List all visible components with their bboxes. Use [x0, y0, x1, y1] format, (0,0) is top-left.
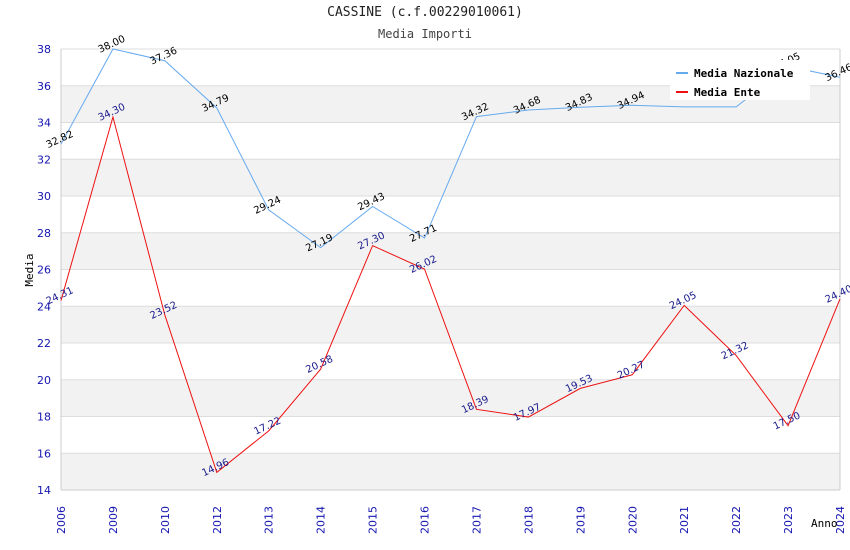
y-tick-label: 22: [37, 337, 51, 350]
series-line-media-nazionale: [60, 48, 841, 249]
x-tick-label: 2015: [367, 506, 380, 534]
x-tick-label: 2017: [470, 506, 483, 534]
grid-band: [61, 416, 840, 454]
legend-entry: Media Nazionale: [694, 67, 794, 80]
grid-band: [61, 232, 840, 270]
x-tick-label: 2014: [315, 506, 328, 534]
grid-band: [61, 269, 840, 307]
y-tick-label: 14: [37, 484, 51, 497]
x-tick-label: 2021: [678, 506, 691, 534]
y-tick-label: 26: [37, 264, 51, 277]
x-tick-label: 2013: [263, 506, 276, 534]
y-tick-label: 20: [37, 374, 51, 387]
y-tick-label: 16: [37, 447, 51, 460]
chart-subtitle: Media Importi: [378, 27, 472, 41]
x-tick-label: 2019: [574, 506, 587, 534]
x-tick-label: 2023: [782, 506, 795, 534]
x-tick-label: 2024: [834, 506, 847, 534]
y-axis-label: Media: [23, 253, 36, 286]
grid-band: [61, 122, 840, 160]
grid-band: [61, 453, 840, 490]
y-tick-label: 18: [37, 411, 51, 424]
y-tick-label: 28: [37, 227, 51, 240]
x-tick-label: 2018: [522, 506, 535, 534]
chart-title: CASSINE (c.f.00229010061): [327, 5, 523, 20]
grid-band: [61, 343, 840, 380]
legend-entry: Media Ente: [694, 86, 761, 99]
x-tick-label: 2009: [107, 506, 120, 534]
grid-band: [61, 196, 840, 233]
y-tick-label: 24: [37, 300, 51, 313]
x-axis-label: Anno: [811, 517, 838, 530]
x-tick-label: 2016: [419, 506, 432, 534]
y-tick-label: 30: [37, 190, 51, 203]
y-tick-label: 34: [37, 117, 51, 130]
x-tick-label: 2020: [626, 506, 639, 534]
y-tick-label: 38: [37, 43, 51, 56]
x-tick-label: 2010: [159, 506, 172, 534]
series-line-media-ente: [60, 115, 841, 474]
grid-band: [61, 306, 840, 343]
grid-band: [61, 379, 840, 417]
x-tick-label: 2006: [55, 506, 68, 534]
x-tick-label: 2022: [730, 506, 743, 534]
y-tick-label: 36: [37, 80, 51, 93]
y-tick-label: 32: [37, 153, 51, 166]
legend-box: [670, 60, 810, 100]
x-tick-label: 2012: [211, 506, 224, 534]
